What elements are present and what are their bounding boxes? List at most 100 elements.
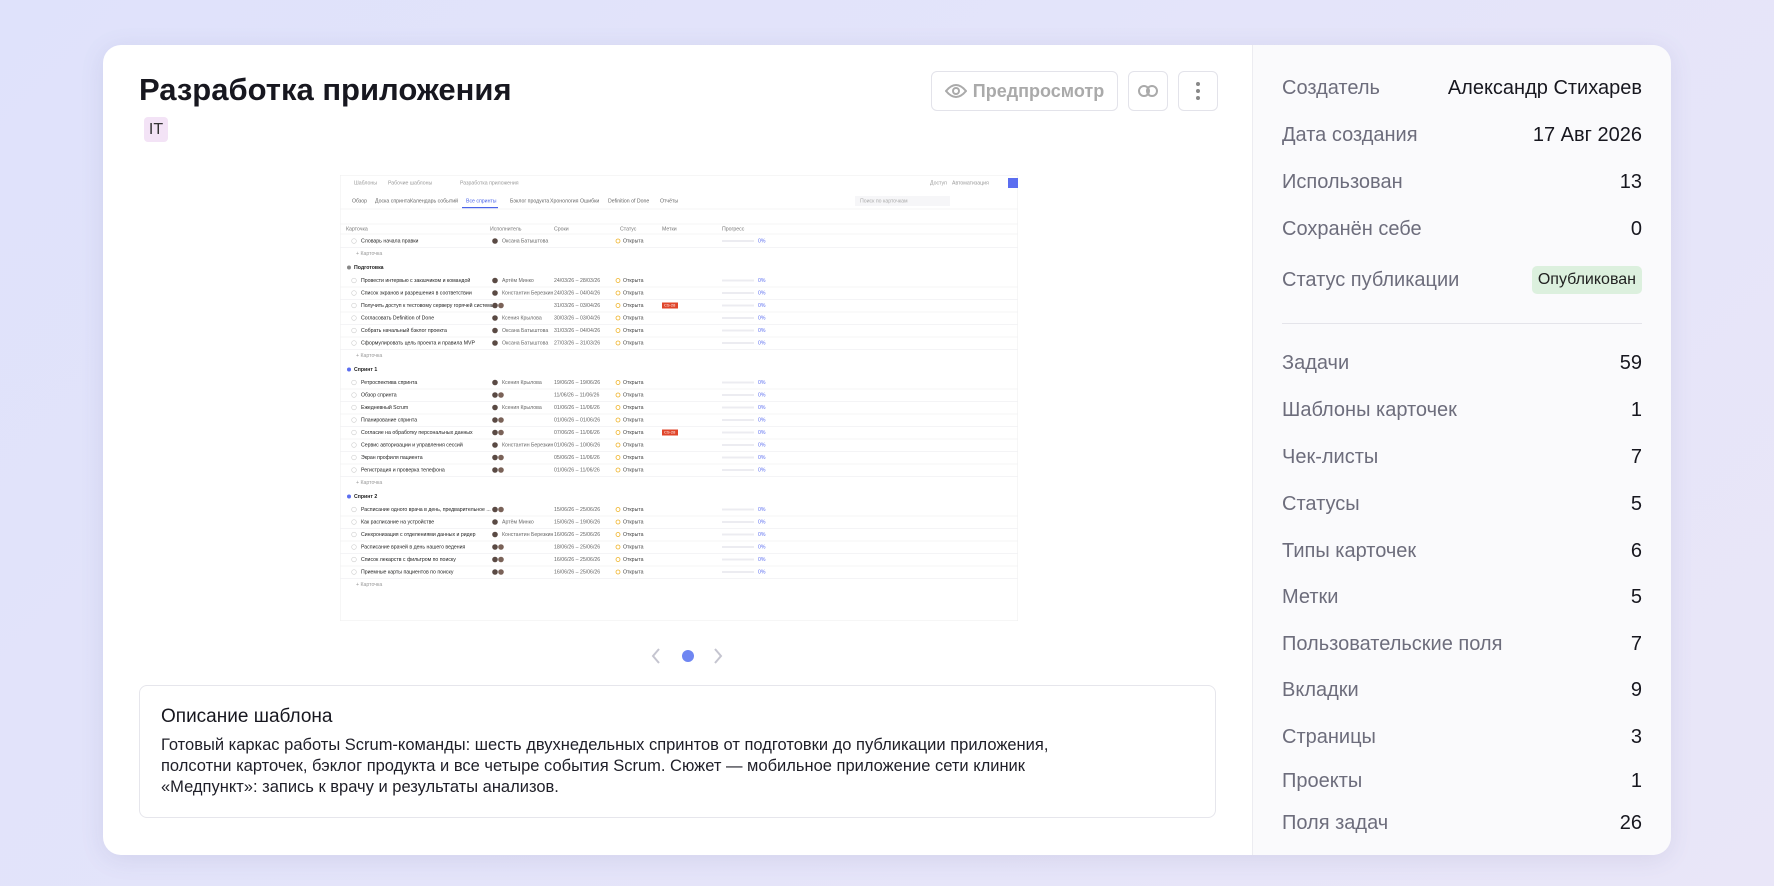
card-title: Сервис авторизации и управления сессий xyxy=(361,441,463,448)
description-text: Готовый каркас работы Scrum-команды: шес… xyxy=(161,735,1194,798)
next-arrow[interactable] xyxy=(714,648,723,664)
info-row: Сохранён себе 0 xyxy=(1282,215,1642,243)
dates: 01/06/26 – 10/06/26 xyxy=(554,442,600,448)
status: Открыта xyxy=(623,442,644,448)
tag: IT xyxy=(144,117,168,142)
card-title: Собрать начальный бэклог проекта xyxy=(361,327,447,334)
progress-bar xyxy=(722,292,754,294)
stat-row: Статусы 5 xyxy=(1282,490,1642,518)
avatar xyxy=(498,302,504,309)
avatar xyxy=(492,277,498,284)
status-dot xyxy=(615,380,621,385)
avatar xyxy=(492,544,498,550)
stat-row: Пользовательские поля 7 xyxy=(1282,630,1642,658)
card-title: Планирование спринта xyxy=(361,417,417,423)
dates: 16/06/26 – 25/06/26 xyxy=(554,557,600,563)
checkbox xyxy=(351,404,357,411)
card-title: Обзор спринта xyxy=(361,392,397,398)
carousel-dot[interactable] xyxy=(682,650,694,662)
more-button[interactable] xyxy=(1178,71,1218,111)
progress-bar xyxy=(722,279,754,282)
progress: 0% xyxy=(758,340,766,346)
dates: 15/06/26 – 19/06/26 xyxy=(554,519,600,525)
progress-bar xyxy=(722,444,754,446)
dates: 01/06/26 – 01/06/26 xyxy=(554,417,600,423)
dates: 19/06/26 – 19/06/26 xyxy=(554,380,600,386)
link-button[interactable] xyxy=(1128,71,1168,111)
row-label: Пользовательские поля xyxy=(1282,632,1503,655)
status-dot xyxy=(615,417,621,423)
dates: 24/03/26 – 04/04/26 xyxy=(554,290,600,296)
row-value: 9 xyxy=(1630,678,1642,701)
dates: 31/03/26 – 04/04/26 xyxy=(554,328,600,334)
dates: 30/03/26 – 03/04/26 xyxy=(554,315,600,321)
progress: 0% xyxy=(758,392,766,398)
status: Открыта xyxy=(623,569,644,575)
dates: 24/03/26 – 28/03/26 xyxy=(554,278,600,284)
progress: 0% xyxy=(758,417,766,423)
card-title: Список лекарств с фильтром по поиску xyxy=(361,557,456,563)
status: Открыта xyxy=(623,557,644,563)
row-label: Использован xyxy=(1282,170,1403,193)
dates: 05/06/26 – 11/06/26 xyxy=(554,455,600,461)
progress: 0% xyxy=(758,315,766,321)
status-dot xyxy=(615,290,621,296)
carousel xyxy=(651,648,723,664)
card-title: Ежедневный Scrum xyxy=(361,404,408,411)
checkbox xyxy=(351,531,357,538)
avatar xyxy=(492,467,498,473)
row-value: 13 xyxy=(1619,170,1642,193)
row-label: Типы карточек xyxy=(1282,539,1417,562)
progress: 0% xyxy=(758,467,766,473)
progress: 0% xyxy=(758,238,766,244)
avatar xyxy=(498,392,504,398)
avatar xyxy=(492,315,498,321)
status: Открыта xyxy=(623,430,644,436)
tag xyxy=(662,429,678,436)
description-line: полсотни карточек, бэклог продукта и все… xyxy=(161,757,1025,775)
group-dot xyxy=(347,367,351,372)
status-dot xyxy=(615,392,621,398)
status: Открыта xyxy=(623,455,644,461)
status: Открыта xyxy=(623,315,644,321)
row-label: Чек-листы xyxy=(1282,445,1379,468)
stat-row: Задачи 59 xyxy=(1282,349,1642,377)
preview-button[interactable]: Предпросмотр xyxy=(931,71,1118,111)
dates: 27/03/26 – 31/03/26 xyxy=(554,340,600,346)
status: Открыта xyxy=(623,532,644,538)
tag-label: CS-28 xyxy=(664,303,676,308)
card-title: Регистрация и проверка телефона xyxy=(361,467,445,473)
progress-bar xyxy=(722,419,754,421)
description-line: «Медпункт»: запись к врачу и результаты … xyxy=(161,778,559,796)
prev-arrow[interactable] xyxy=(651,648,660,664)
checkbox xyxy=(351,506,357,513)
status-dot xyxy=(615,519,621,525)
publication-row: Статус публикации Опубликован xyxy=(1282,266,1642,294)
search-box xyxy=(855,196,950,206)
progress-bar xyxy=(722,533,754,536)
row-value: 1 xyxy=(1630,769,1642,792)
progress: 0% xyxy=(758,430,766,436)
row-value: 1 xyxy=(1630,398,1642,421)
card-title: Расписание врачей в день нашего ведения xyxy=(361,543,466,550)
top-action: Автоматизация xyxy=(952,180,989,186)
status: Открыта xyxy=(623,290,644,296)
assignee: Ксения Крылова xyxy=(502,315,542,321)
checkbox xyxy=(351,467,357,473)
search-placeholder: Поиск по карточкам xyxy=(860,198,908,204)
progress-bar xyxy=(722,546,754,548)
link-icon xyxy=(1138,85,1158,97)
stat-row: Типы карточек 6 xyxy=(1282,537,1642,565)
progress: 0% xyxy=(758,405,766,411)
add-card: + Карточка xyxy=(356,353,382,359)
checkbox xyxy=(351,327,357,334)
top-button xyxy=(1008,178,1018,188)
tab-underline xyxy=(462,207,498,209)
progress: 0% xyxy=(758,328,766,334)
row-value: 5 xyxy=(1630,492,1642,515)
card-title: Согласие на обработку персональных данны… xyxy=(361,430,473,436)
avatar xyxy=(492,519,498,525)
card-title: Согласовать Definition of Done xyxy=(361,315,434,321)
description-title: Описание шаблона xyxy=(161,706,333,727)
progress: 0% xyxy=(758,557,766,563)
